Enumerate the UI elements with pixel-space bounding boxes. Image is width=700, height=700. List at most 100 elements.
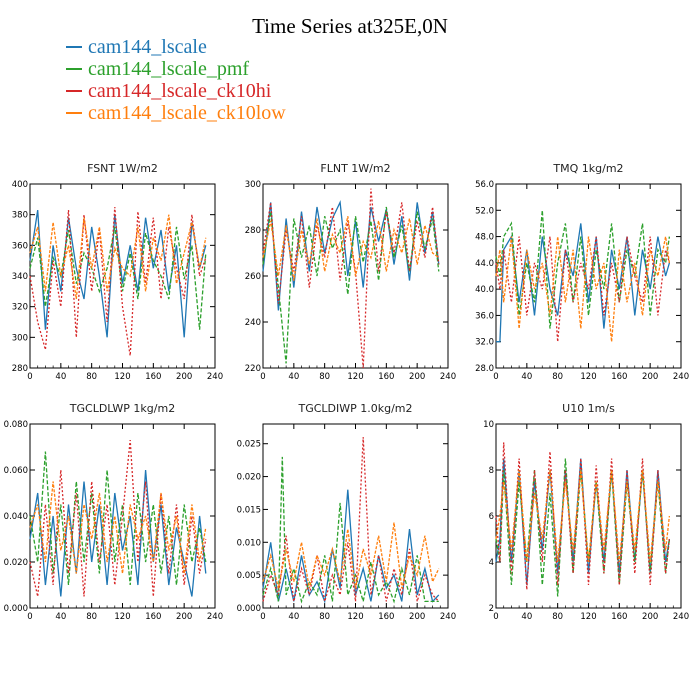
x-tick-label: 120 — [114, 612, 130, 622]
y-tick-label: 0.060 — [4, 466, 28, 476]
y-tick-label: 320 — [12, 303, 28, 313]
legend-swatch — [66, 90, 82, 92]
x-tick-label: 120 — [114, 372, 130, 382]
x-tick-label: 240 — [673, 612, 689, 622]
series-line — [262, 216, 440, 281]
y-tick-label: 48.0 — [475, 233, 494, 243]
x-tick-label: 40 — [521, 372, 532, 382]
x-tick-label: 40 — [55, 372, 66, 382]
x-tick-label: 120 — [347, 612, 363, 622]
x-tick-label: 160 — [611, 372, 627, 382]
legend-item: cam144_lscale — [66, 36, 286, 58]
series-line — [262, 522, 440, 589]
y-tick-label: 56.0 — [475, 180, 494, 190]
y-tick-label: 0.010 — [237, 538, 261, 548]
y-tick-label: 2 — [489, 604, 494, 614]
series-line — [262, 188, 440, 369]
page-title: Time Series at325E,0N — [252, 14, 448, 38]
x-tick-label: 120 — [580, 612, 596, 622]
x-tick-label: 200 — [409, 612, 425, 622]
legend-swatch — [66, 112, 82, 114]
chart-panel: FSNT 1W/m2 0 40 80 120 160 200 240 280 300 320 340 3… — [12, 162, 223, 382]
x-tick-label: 120 — [347, 372, 363, 382]
x-tick-label: 80 — [319, 612, 330, 622]
chart-title: U10 1m/s — [562, 402, 615, 415]
x-tick-label: 0 — [260, 372, 265, 382]
y-tick-label: 40.0 — [475, 285, 494, 295]
x-tick-label: 240 — [207, 612, 223, 622]
series-line — [29, 451, 207, 586]
x-tick-label: 200 — [176, 372, 192, 382]
y-tick-label: 0.000 — [4, 604, 28, 614]
x-tick-label: 160 — [145, 372, 161, 382]
chart-title: FLNT 1W/m2 — [320, 162, 390, 175]
x-tick-label: 240 — [673, 372, 689, 382]
y-tick-label: 240 — [245, 318, 261, 328]
chart-panel: TGCLDIWP 1.0kg/m2 0 40 80 120 160 200 240 0.000 0… — [237, 402, 456, 622]
x-tick-label: 0 — [493, 612, 498, 622]
legend-label: cam144_lscale_ck10hi — [88, 80, 272, 102]
series-line — [495, 236, 671, 342]
series-line — [262, 456, 439, 604]
x-tick-label: 120 — [580, 372, 596, 382]
series-line — [496, 223, 671, 343]
chart-panel: U10 1m/s 0 40 80 120 160 200 240 2 4 6 8 10 — [483, 402, 689, 622]
legend-label: cam144_lscale_pmf — [88, 58, 250, 80]
y-tick-label: 280 — [245, 226, 261, 236]
series-line — [29, 469, 207, 597]
legend: cam144_lscale cam144_lscale_pmf cam144_l… — [66, 36, 286, 124]
legend-swatch — [66, 68, 82, 70]
y-tick-label: 4 — [489, 558, 494, 568]
y-tick-label: 260 — [245, 272, 261, 282]
series-line — [495, 442, 671, 590]
x-tick-label: 0 — [260, 612, 265, 622]
series-line — [29, 440, 207, 597]
y-tick-label: 0.020 — [4, 558, 28, 568]
series-line — [495, 210, 671, 329]
y-tick-label: 300 — [245, 180, 261, 190]
chart-title: FSNT 1W/m2 — [87, 162, 158, 175]
y-tick-label: 8 — [489, 466, 494, 476]
y-tick-label: 32.0 — [475, 338, 494, 348]
chart-title: TGCLDIWP 1.0kg/m2 — [297, 402, 412, 415]
x-tick-label: 40 — [521, 612, 532, 622]
y-tick-label: 0.015 — [237, 505, 261, 515]
x-tick-label: 0 — [27, 612, 32, 622]
x-tick-label: 240 — [440, 612, 456, 622]
x-tick-label: 160 — [611, 612, 627, 622]
legend-label: cam144_lscale — [88, 36, 207, 58]
y-tick-label: 360 — [12, 241, 28, 251]
y-tick-label: 0.005 — [237, 571, 261, 581]
x-tick-label: 80 — [86, 612, 97, 622]
x-tick-label: 40 — [55, 612, 66, 622]
y-tick-label: 6 — [489, 512, 494, 522]
y-tick-label: 400 — [12, 180, 28, 190]
y-tick-label: 340 — [12, 272, 28, 282]
series-line — [29, 210, 207, 338]
y-tick-label: 0.040 — [4, 512, 28, 522]
x-tick-label: 240 — [207, 372, 223, 382]
x-tick-label: 160 — [145, 612, 161, 622]
legend-swatch — [66, 46, 82, 48]
series-line — [495, 458, 671, 597]
y-tick-label: 10 — [483, 420, 494, 430]
legend-item: cam144_lscale_pmf — [66, 58, 286, 80]
x-tick-label: 200 — [176, 612, 192, 622]
x-tick-label: 200 — [642, 612, 658, 622]
x-tick-label: 80 — [552, 612, 563, 622]
x-tick-label: 160 — [378, 612, 394, 622]
chart-panel: TGCLDLWP 1kg/m2 0 40 80 120 160 200 240 0.000 0.0… — [4, 402, 223, 622]
y-tick-label: 52.0 — [475, 206, 494, 216]
y-tick-label: 280 — [12, 364, 28, 374]
x-tick-label: 200 — [409, 372, 425, 382]
series-line — [495, 469, 671, 563]
y-tick-label: 36.0 — [475, 311, 494, 321]
y-tick-label: 300 — [12, 333, 28, 343]
legend-item: cam144_lscale_ck10hi — [66, 80, 286, 102]
x-tick-label: 0 — [493, 372, 498, 382]
x-tick-label: 80 — [552, 372, 563, 382]
x-tick-label: 240 — [440, 372, 456, 382]
series-line — [262, 206, 440, 364]
chart-title: TGCLDLWP 1kg/m2 — [69, 402, 175, 415]
series-line — [29, 214, 207, 300]
